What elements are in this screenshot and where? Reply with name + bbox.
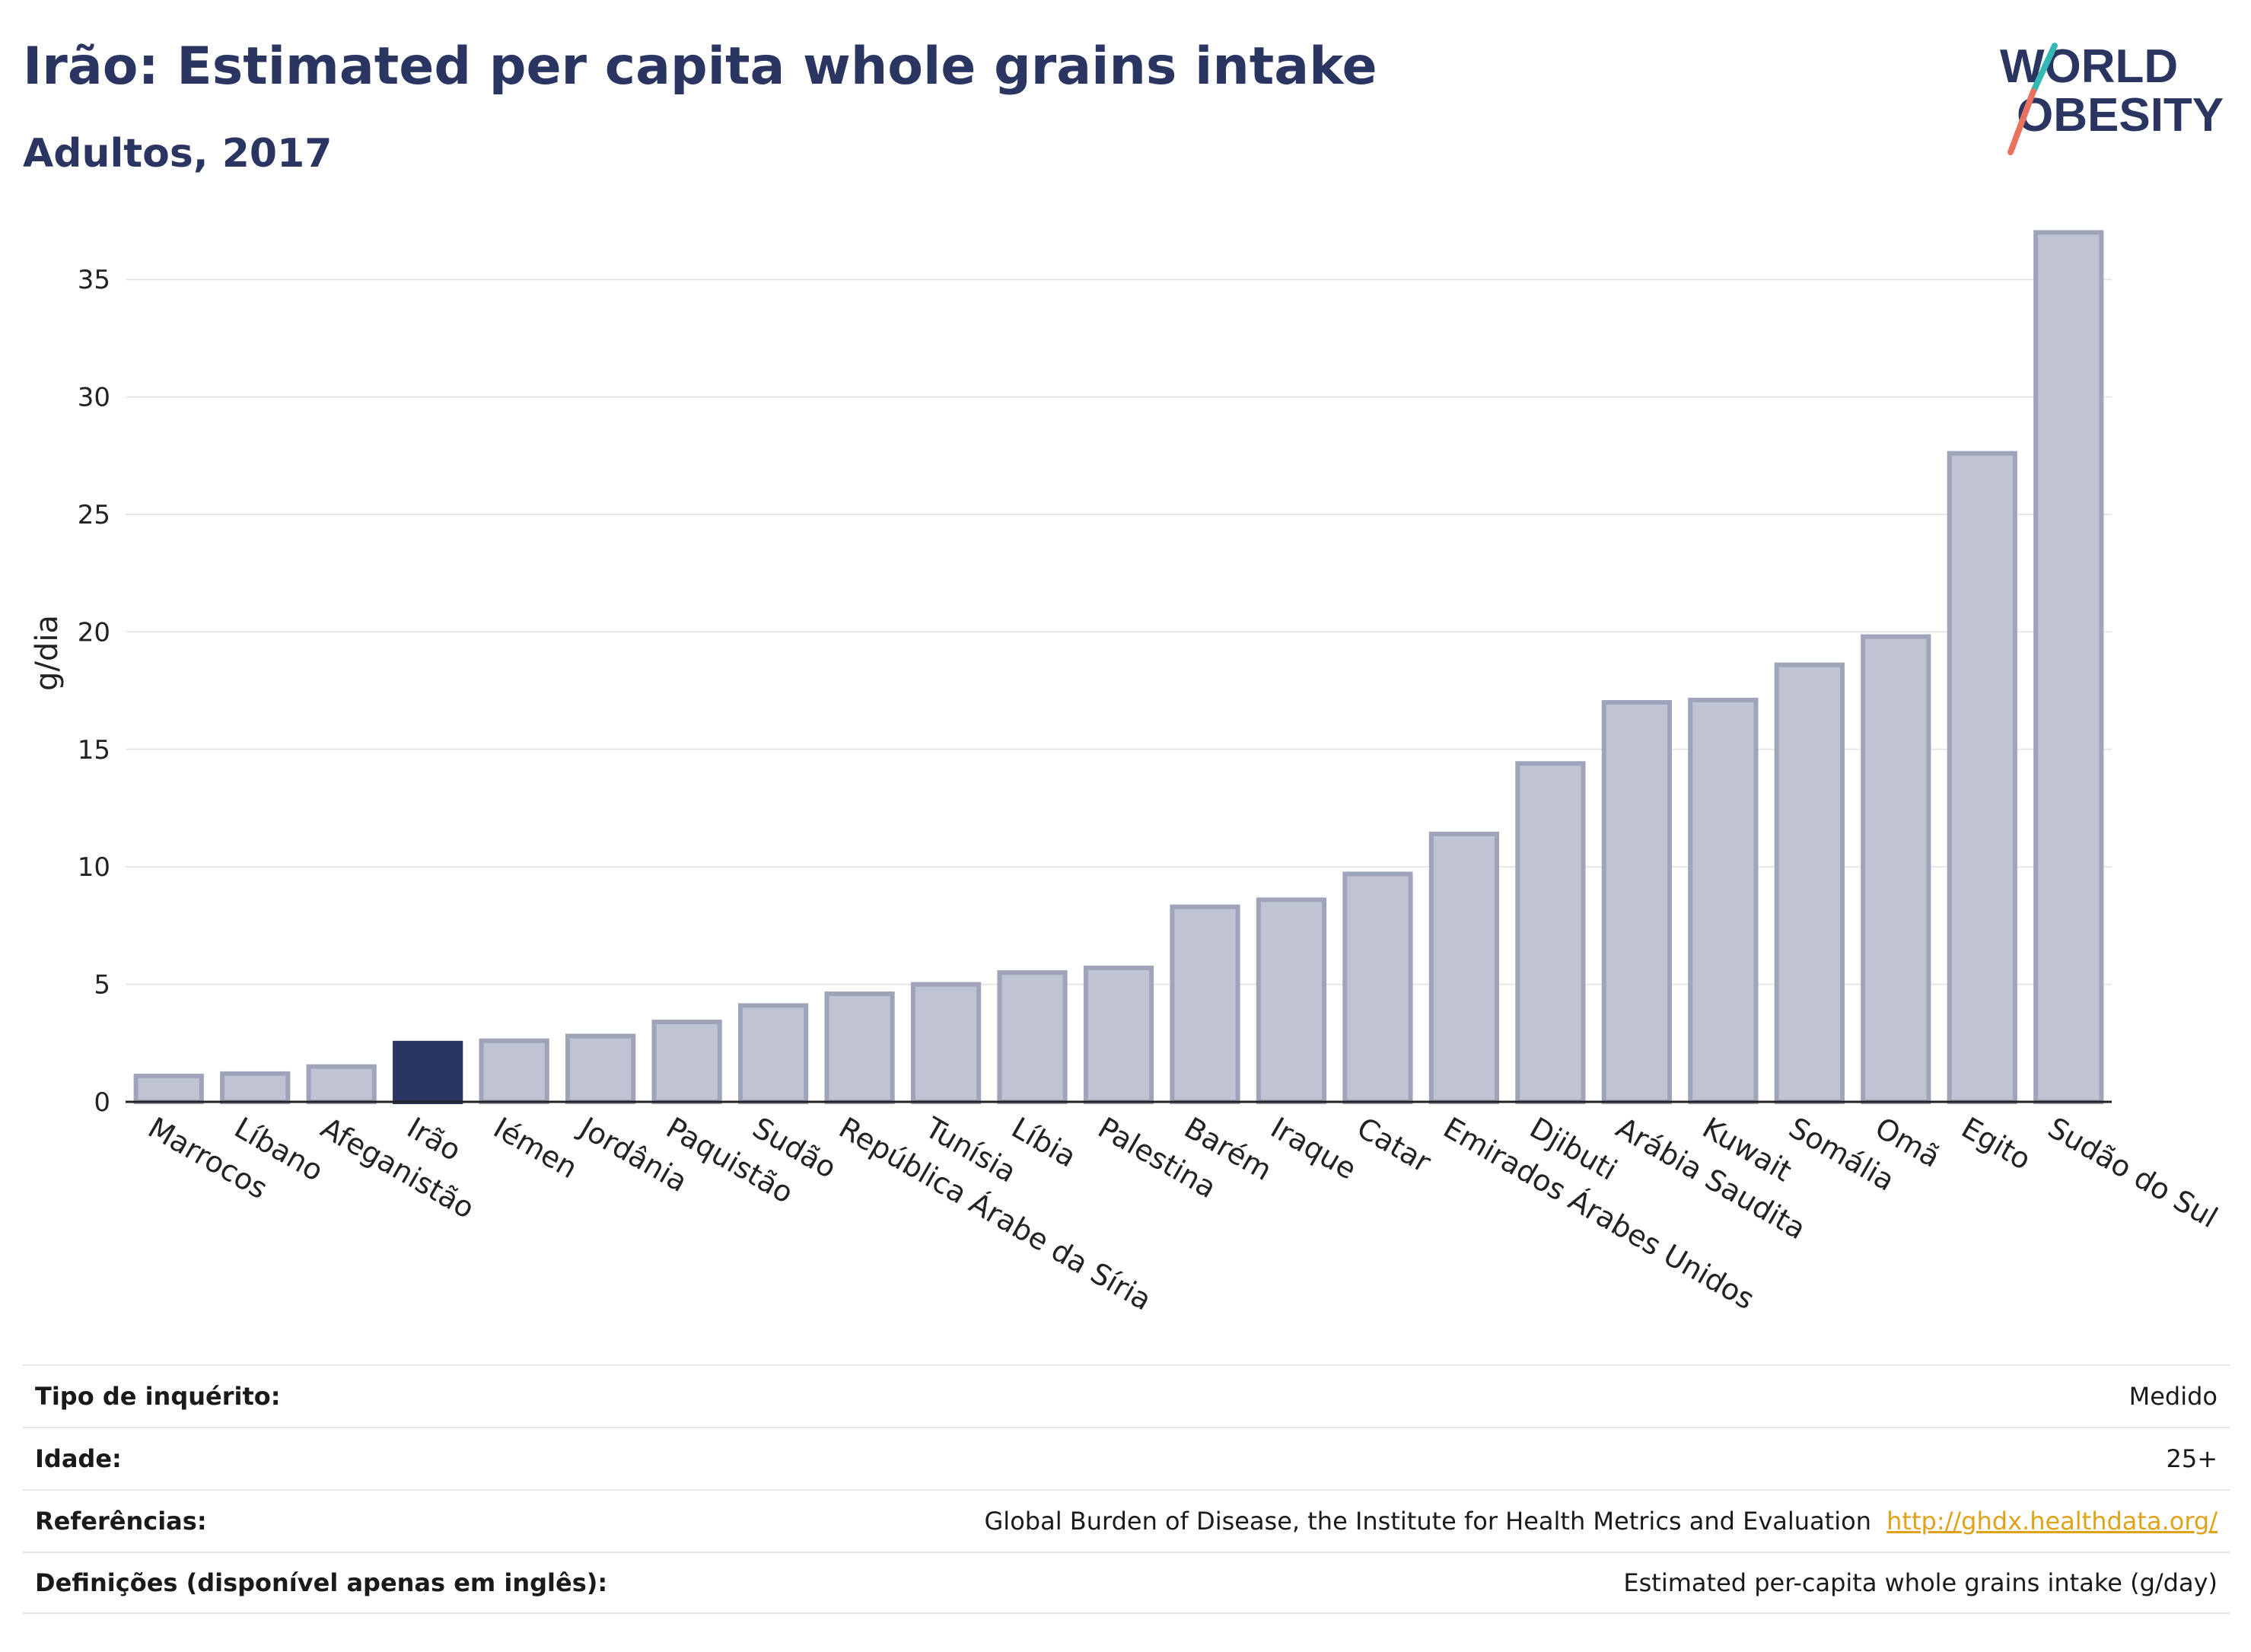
world-obesity-logo[interactable]: WORLD OBESITY xyxy=(1994,38,2245,160)
bars xyxy=(133,230,2104,1105)
info-label: Idade: xyxy=(35,1444,122,1473)
y-tick-label: 10 xyxy=(78,852,110,883)
reference-link[interactable]: http://ghdx.healthdata.org/ xyxy=(1886,1507,2218,1536)
bar xyxy=(306,1064,377,1105)
info-value-references: Global Burden of Disease, the Institute … xyxy=(985,1507,2218,1536)
bar xyxy=(1170,904,1240,1104)
bar xyxy=(1861,634,1931,1104)
bar xyxy=(1428,831,1500,1105)
x-tick-label: Iémen xyxy=(488,1111,583,1186)
grid-lines xyxy=(126,279,2112,985)
bar xyxy=(133,1074,204,1104)
y-tick-label: 0 xyxy=(94,1087,110,1118)
y-tick-label: 5 xyxy=(94,970,110,1001)
info-label: Referências: xyxy=(35,1507,207,1536)
bar xyxy=(1774,662,1845,1104)
info-value: Estimated per-capita whole grains intake… xyxy=(1623,1568,2218,1597)
logo-graphic: WORLD OBESITY xyxy=(2000,40,2224,155)
logo-slash-coral xyxy=(2007,88,2036,155)
info-label: Definições (disponível apenas em inglês)… xyxy=(35,1568,608,1597)
bar xyxy=(479,1038,549,1105)
bar xyxy=(565,1033,636,1105)
x-tick-label: Iraque xyxy=(1265,1111,1361,1186)
logo-line1: WORLD xyxy=(2000,40,2178,93)
y-axis-ticks: 0 5 10 15 20 25 30 35 xyxy=(78,265,110,1118)
x-tick-label: Afeganistão xyxy=(315,1111,480,1225)
y-tick-label: 25 xyxy=(78,500,110,530)
info-row-age: Idade: 25+ xyxy=(23,1427,2230,1489)
bar xyxy=(824,991,895,1105)
x-tick-label: Catar xyxy=(1352,1111,1437,1179)
bar xyxy=(1083,965,1154,1105)
x-tick-label: Egito xyxy=(1956,1111,2036,1177)
info-label: Tipo de inquérito: xyxy=(35,1382,281,1411)
x-tick-label: Sudão do Sul xyxy=(2042,1111,2224,1235)
bar xyxy=(910,982,982,1104)
info-value: Medido xyxy=(2128,1382,2218,1411)
logo-slash-teal xyxy=(2030,43,2058,94)
info-row-definitions: Definições (disponível apenas em inglês)… xyxy=(23,1552,2230,1614)
bar xyxy=(1342,871,1413,1104)
bar xyxy=(393,1040,463,1105)
bar xyxy=(2033,230,2104,1105)
bar xyxy=(1688,697,1759,1104)
chart-title: Irão: Estimated per capita whole grains … xyxy=(23,37,1377,97)
bar xyxy=(220,1071,291,1104)
y-tick-label: 30 xyxy=(78,383,110,413)
bar xyxy=(1947,450,2017,1105)
bar xyxy=(737,1003,809,1104)
bar xyxy=(1601,700,1672,1104)
y-tick-label: 20 xyxy=(78,617,110,648)
y-tick-label: 35 xyxy=(78,265,110,295)
info-row-references: Referências: Global Burden of Disease, t… xyxy=(23,1489,2230,1552)
bar xyxy=(997,970,1068,1105)
bar xyxy=(1515,761,1586,1104)
reference-text: Global Burden of Disease, the Institute … xyxy=(984,1507,1871,1536)
bar-chart: 0 5 10 15 20 25 30 35 g/dia MarrocosLíbanoAfega… xyxy=(30,230,2224,1317)
info-value: 25+ xyxy=(2166,1444,2218,1473)
y-axis-label: g/dia xyxy=(30,615,65,691)
y-tick-label: 15 xyxy=(78,735,110,766)
bar xyxy=(1256,897,1327,1104)
info-row-survey-type: Tipo de inquérito: Medido xyxy=(23,1364,2230,1427)
bar xyxy=(651,1020,722,1105)
logo-line2: OBESITY xyxy=(2017,89,2224,142)
chart-subtitle: Adultos, 2017 xyxy=(23,131,333,177)
info-table: Tipo de inquérito: Medido Idade: 25+ Ref… xyxy=(23,1364,2230,1614)
